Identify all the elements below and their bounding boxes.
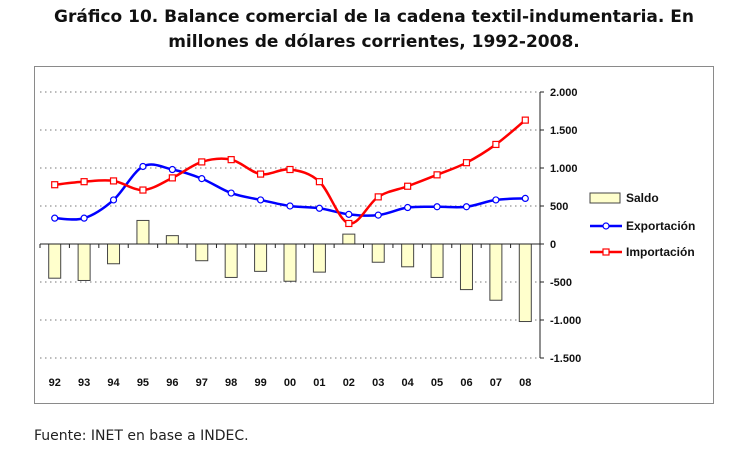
- x-tick-label: 02: [343, 377, 355, 389]
- point-importacion: [286, 165, 294, 174]
- x-tick-label: 99: [254, 377, 266, 389]
- bar-saldo: [48, 243, 62, 279]
- point-exportacion: [51, 214, 59, 222]
- point-importacion: [139, 186, 147, 194]
- point-importacion: [168, 174, 176, 182]
- point-exportacion: [198, 175, 206, 183]
- point-importacion: [198, 158, 206, 166]
- x-tick-label: 00: [284, 377, 296, 389]
- y-tick-label: 0: [550, 239, 556, 251]
- y-tick-label: 500: [550, 201, 568, 213]
- x-tick-label: 95: [137, 377, 149, 389]
- source-note: Fuente: INET en base a INDEC.: [34, 428, 249, 444]
- point-exportacion: [109, 196, 118, 204]
- legend-marker-importacion: [602, 248, 610, 256]
- bar-saldo: [136, 219, 150, 245]
- bar-saldo: [107, 243, 121, 265]
- bar-saldo: [312, 243, 326, 273]
- x-tick-label: 93: [78, 377, 90, 389]
- point-importacion: [492, 140, 500, 149]
- x-tick-label: 92: [49, 377, 61, 389]
- y-tick-label: 1.000: [550, 163, 578, 175]
- point-exportacion: [80, 214, 88, 222]
- bar-saldo: [489, 243, 503, 301]
- point-exportacion: [286, 202, 294, 210]
- point-exportacion: [256, 196, 265, 204]
- point-exportacion: [433, 203, 441, 211]
- x-tick-label: 06: [460, 377, 472, 389]
- bar-saldo: [195, 243, 209, 262]
- point-exportacion: [139, 162, 147, 171]
- bar-saldo: [401, 243, 415, 268]
- point-exportacion: [492, 196, 500, 204]
- point-exportacion: [404, 203, 412, 212]
- legend-label-exportacion: Exportación: [626, 219, 695, 233]
- chart-title-line-1: Gráfico 10. Balance comercial de la cade…: [54, 7, 694, 27]
- legend-swatch-saldo: [589, 192, 621, 204]
- x-tick-label: 94: [107, 377, 120, 389]
- point-importacion: [227, 156, 235, 164]
- point-importacion: [109, 177, 118, 185]
- point-exportacion: [374, 211, 382, 219]
- point-exportacion: [462, 203, 471, 211]
- x-tick-label: 05: [431, 377, 443, 389]
- x-tick-label: 97: [196, 377, 208, 389]
- x-tick-label: 01: [313, 377, 325, 389]
- bar-saldo: [254, 243, 268, 272]
- legend-label-saldo: Saldo: [626, 191, 659, 205]
- bar-saldo: [283, 243, 297, 282]
- bar-saldo: [77, 243, 91, 281]
- legend-marker-exportacion: [602, 222, 610, 230]
- x-tick-label: 04: [402, 377, 415, 389]
- x-tick-label: 07: [490, 377, 502, 389]
- bar-saldo: [430, 243, 444, 278]
- point-importacion: [374, 193, 382, 201]
- point-importacion: [433, 171, 441, 179]
- bar-saldo: [224, 243, 238, 278]
- chart-title: Gráfico 10. Balance comercial de la cade…: [0, 5, 748, 55]
- point-exportacion: [227, 189, 235, 197]
- point-exportacion: [345, 210, 353, 218]
- y-tick-label: 1.500: [550, 125, 578, 137]
- point-importacion: [345, 219, 353, 228]
- point-importacion: [462, 159, 471, 167]
- point-importacion: [315, 178, 324, 186]
- point-exportacion: [521, 194, 529, 202]
- y-tick-label: -1.500: [550, 353, 581, 365]
- point-importacion: [256, 170, 265, 178]
- point-exportacion: [315, 204, 324, 212]
- chart-frame: [34, 66, 714, 404]
- chart-title-line-2: millones de dólares corrientes, 1992-200…: [168, 32, 580, 52]
- y-tick-label: -1.000: [550, 315, 581, 327]
- y-tick-label: -500: [550, 277, 572, 289]
- bar-saldo: [342, 233, 356, 245]
- x-tick-label: 08: [519, 377, 531, 389]
- point-importacion: [404, 182, 412, 190]
- bar-saldo: [518, 243, 532, 323]
- legend-label-importacion: Importación: [626, 245, 695, 259]
- bar-saldo: [371, 243, 385, 263]
- point-importacion: [80, 178, 88, 186]
- y-tick-label: 2.000: [550, 87, 578, 99]
- x-tick-label: 96: [166, 377, 178, 389]
- point-importacion: [51, 181, 59, 189]
- bar-saldo: [459, 243, 473, 291]
- x-tick-label: 98: [225, 377, 237, 389]
- bar-saldo: [165, 235, 179, 245]
- x-tick-label: 03: [372, 377, 384, 389]
- point-importacion: [521, 116, 529, 124]
- point-exportacion: [168, 165, 176, 174]
